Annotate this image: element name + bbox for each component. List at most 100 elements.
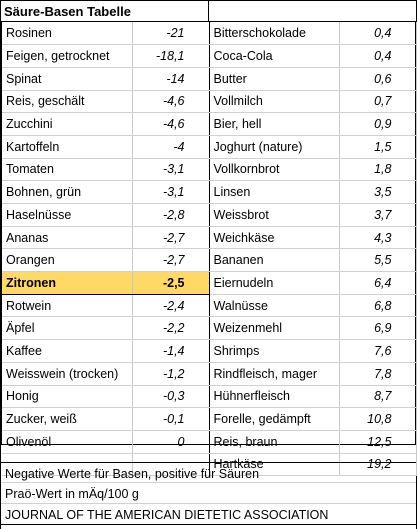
right-value-cell[interactable]: 0,9 <box>339 112 417 136</box>
left-value-cell[interactable]: -3,1 <box>132 158 210 182</box>
left-value-cell[interactable]: -2,4 <box>132 294 210 318</box>
table-row: Bohnen, grün -3,1 Linsen 3,5 <box>2 180 417 204</box>
table-row: Weisswein (trocken) -1,2 Rindfleisch, mage… <box>2 362 417 386</box>
left-value-cell[interactable]: -2,5 <box>132 271 210 295</box>
right-name-cell[interactable]: Bier, hell <box>209 112 340 136</box>
right-value-cell[interactable]: 12,5 <box>339 430 417 454</box>
left-name-cell[interactable] <box>2 453 133 477</box>
right-name-cell[interactable]: Hühnerfleisch <box>209 385 340 409</box>
table-row: Spinat -14 Butter 0,6 <box>2 67 417 91</box>
left-value-cell[interactable]: -3,1 <box>132 180 210 204</box>
left-name-cell[interactable]: Tomaten <box>2 158 133 182</box>
table-row: Zucchini -4,6 Bier, hell 0,9 <box>2 112 417 136</box>
left-name-cell[interactable]: Kaffee <box>2 339 133 363</box>
left-name-cell[interactable]: Äpfel <box>2 316 133 341</box>
footnote-source[interactable]: JOURNAL OF THE AMERICAN DIETETIC ASSOCIA… <box>1 504 416 525</box>
right-value-cell[interactable]: 6,8 <box>339 294 417 318</box>
left-name-cell[interactable]: Kartoffeln <box>2 135 133 159</box>
right-value-cell[interactable]: 3,7 <box>339 203 417 227</box>
left-name-cell[interactable]: Zucchini <box>2 112 133 136</box>
footnote-unit[interactable]: Praö-Wert in mÄq/100 g <box>1 483 416 504</box>
left-name-cell[interactable]: Haselnüsse <box>2 203 133 227</box>
left-value-cell[interactable]: -4 <box>132 135 210 159</box>
left-name-cell[interactable]: Bohnen, grün <box>2 180 133 204</box>
left-name-cell[interactable]: Olivenöl <box>2 430 133 454</box>
left-name-cell[interactable]: Honig <box>2 385 133 409</box>
left-value-cell[interactable]: -2,7 <box>132 248 210 273</box>
left-value-cell[interactable]: -0,3 <box>132 385 210 409</box>
left-value-cell[interactable]: -14 <box>132 67 210 91</box>
right-name-cell[interactable]: Weizenmehl <box>209 316 340 341</box>
left-name-cell[interactable]: Zucker, weiß <box>2 407 133 431</box>
right-name-cell[interactable]: Eiernudeln <box>209 271 340 295</box>
right-name-cell[interactable]: Coca-Cola <box>209 44 340 68</box>
left-value-cell[interactable]: -0,1 <box>132 407 210 431</box>
left-name-cell[interactable]: Orangen <box>2 248 133 273</box>
table-row: Kartoffeln -4 Joghurt (nature) 1,5 <box>2 135 417 159</box>
left-value-cell[interactable]: -2,2 <box>132 316 210 341</box>
table-body: Rosinen -21 Bitterschokolade 0,4 Feigen, get… <box>2 22 417 477</box>
footnote-sign-explanation[interactable]: Negative Werte für Basen, positive für S… <box>1 462 416 483</box>
title-empty-cell[interactable] <box>208 1 416 21</box>
right-value-cell[interactable]: 6,9 <box>339 316 417 341</box>
table-row: Ananas -2,7 Weichkäse 4,3 <box>2 226 417 250</box>
right-value-cell[interactable]: 1,5 <box>339 135 417 159</box>
right-name-cell[interactable]: Rindfleisch, mager <box>209 362 340 386</box>
right-name-cell[interactable]: Bitterschokolade <box>209 22 340 46</box>
border-left <box>0 0 1 529</box>
right-name-cell[interactable]: Linsen <box>209 180 340 204</box>
left-name-cell[interactable]: Ananas <box>2 226 133 250</box>
table-row: Tomaten -3,1 Vollkornbrot 1,8 <box>2 158 417 182</box>
right-name-cell[interactable]: Joghurt (nature) <box>209 135 340 159</box>
left-value-cell[interactable] <box>132 453 210 477</box>
left-value-cell[interactable]: -18,1 <box>132 44 210 68</box>
left-value-cell[interactable]: -21 <box>132 22 210 46</box>
table-row: Kaffee -1,4 Shrimps 7,6 <box>2 339 417 363</box>
left-value-cell[interactable]: -2,8 <box>132 203 210 227</box>
table-row: Rotwein -2,4 Walnüsse 6,8 <box>2 294 417 318</box>
left-value-cell[interactable]: -1,2 <box>132 362 210 386</box>
left-value-cell[interactable]: -4,6 <box>132 112 210 136</box>
right-name-cell[interactable]: Vollmilch <box>209 90 340 114</box>
right-value-cell[interactable]: 0,7 <box>339 90 417 114</box>
left-name-cell[interactable]: Spinat <box>2 67 133 91</box>
right-name-cell[interactable]: Forelle, gedämpft <box>209 407 340 431</box>
left-name-cell[interactable]: Reis, geschält <box>2 90 133 114</box>
left-value-cell[interactable]: -4,6 <box>132 90 210 114</box>
table-title[interactable]: Säure-Basen Tabelle <box>4 4 131 19</box>
right-name-cell[interactable]: Bananen <box>209 248 340 273</box>
acid-base-table: Rosinen -21 Bitterschokolade 0,4 Feigen, get… <box>1 21 417 477</box>
right-value-cell[interactable]: 5,5 <box>339 248 417 273</box>
right-name-cell[interactable]: Weissbrot <box>209 203 340 227</box>
right-value-cell[interactable]: 3,5 <box>339 180 417 204</box>
table-row: Feigen, getrocknet -18,1 Coca-Cola 0,4 <box>2 44 417 68</box>
left-name-cell[interactable]: Weisswein (trocken) <box>2 362 133 386</box>
right-name-cell[interactable]: Hartkäse <box>209 453 340 477</box>
table-row: Honig -0,3 Hühnerfleisch 8,7 <box>2 385 417 409</box>
right-value-cell[interactable]: 4,3 <box>339 226 417 250</box>
left-name-cell[interactable]: Zitronen <box>2 271 133 295</box>
right-value-cell[interactable]: 19,2 <box>339 453 417 477</box>
table-row: Rosinen -21 Bitterschokolade 0,4 <box>2 22 417 46</box>
right-value-cell[interactable]: 7,8 <box>339 362 417 386</box>
right-name-cell[interactable]: Butter <box>209 67 340 91</box>
right-name-cell[interactable]: Shrimps <box>209 339 340 363</box>
right-value-cell[interactable]: 0,4 <box>339 44 417 68</box>
right-name-cell[interactable]: Vollkornbrot <box>209 158 340 182</box>
left-name-cell[interactable]: Feigen, getrocknet <box>2 44 133 68</box>
left-value-cell[interactable]: 0 <box>132 430 210 454</box>
right-value-cell[interactable]: 1,8 <box>339 158 417 182</box>
right-name-cell[interactable]: Weichkäse <box>209 226 340 250</box>
right-value-cell[interactable]: 6,4 <box>339 271 417 295</box>
right-value-cell[interactable]: 0,4 <box>339 22 417 46</box>
right-value-cell[interactable]: 8,7 <box>339 385 417 409</box>
left-value-cell[interactable]: -2,7 <box>132 226 210 250</box>
right-name-cell[interactable]: Reis, braun <box>209 430 340 454</box>
left-value-cell[interactable]: -1,4 <box>132 339 210 363</box>
right-value-cell[interactable]: 10,8 <box>339 407 417 431</box>
right-name-cell[interactable]: Walnüsse <box>209 294 340 318</box>
right-value-cell[interactable]: 0,6 <box>339 67 417 91</box>
right-value-cell[interactable]: 7,6 <box>339 339 417 363</box>
left-name-cell[interactable]: Rosinen <box>2 22 133 46</box>
left-name-cell[interactable]: Rotwein <box>2 294 133 318</box>
